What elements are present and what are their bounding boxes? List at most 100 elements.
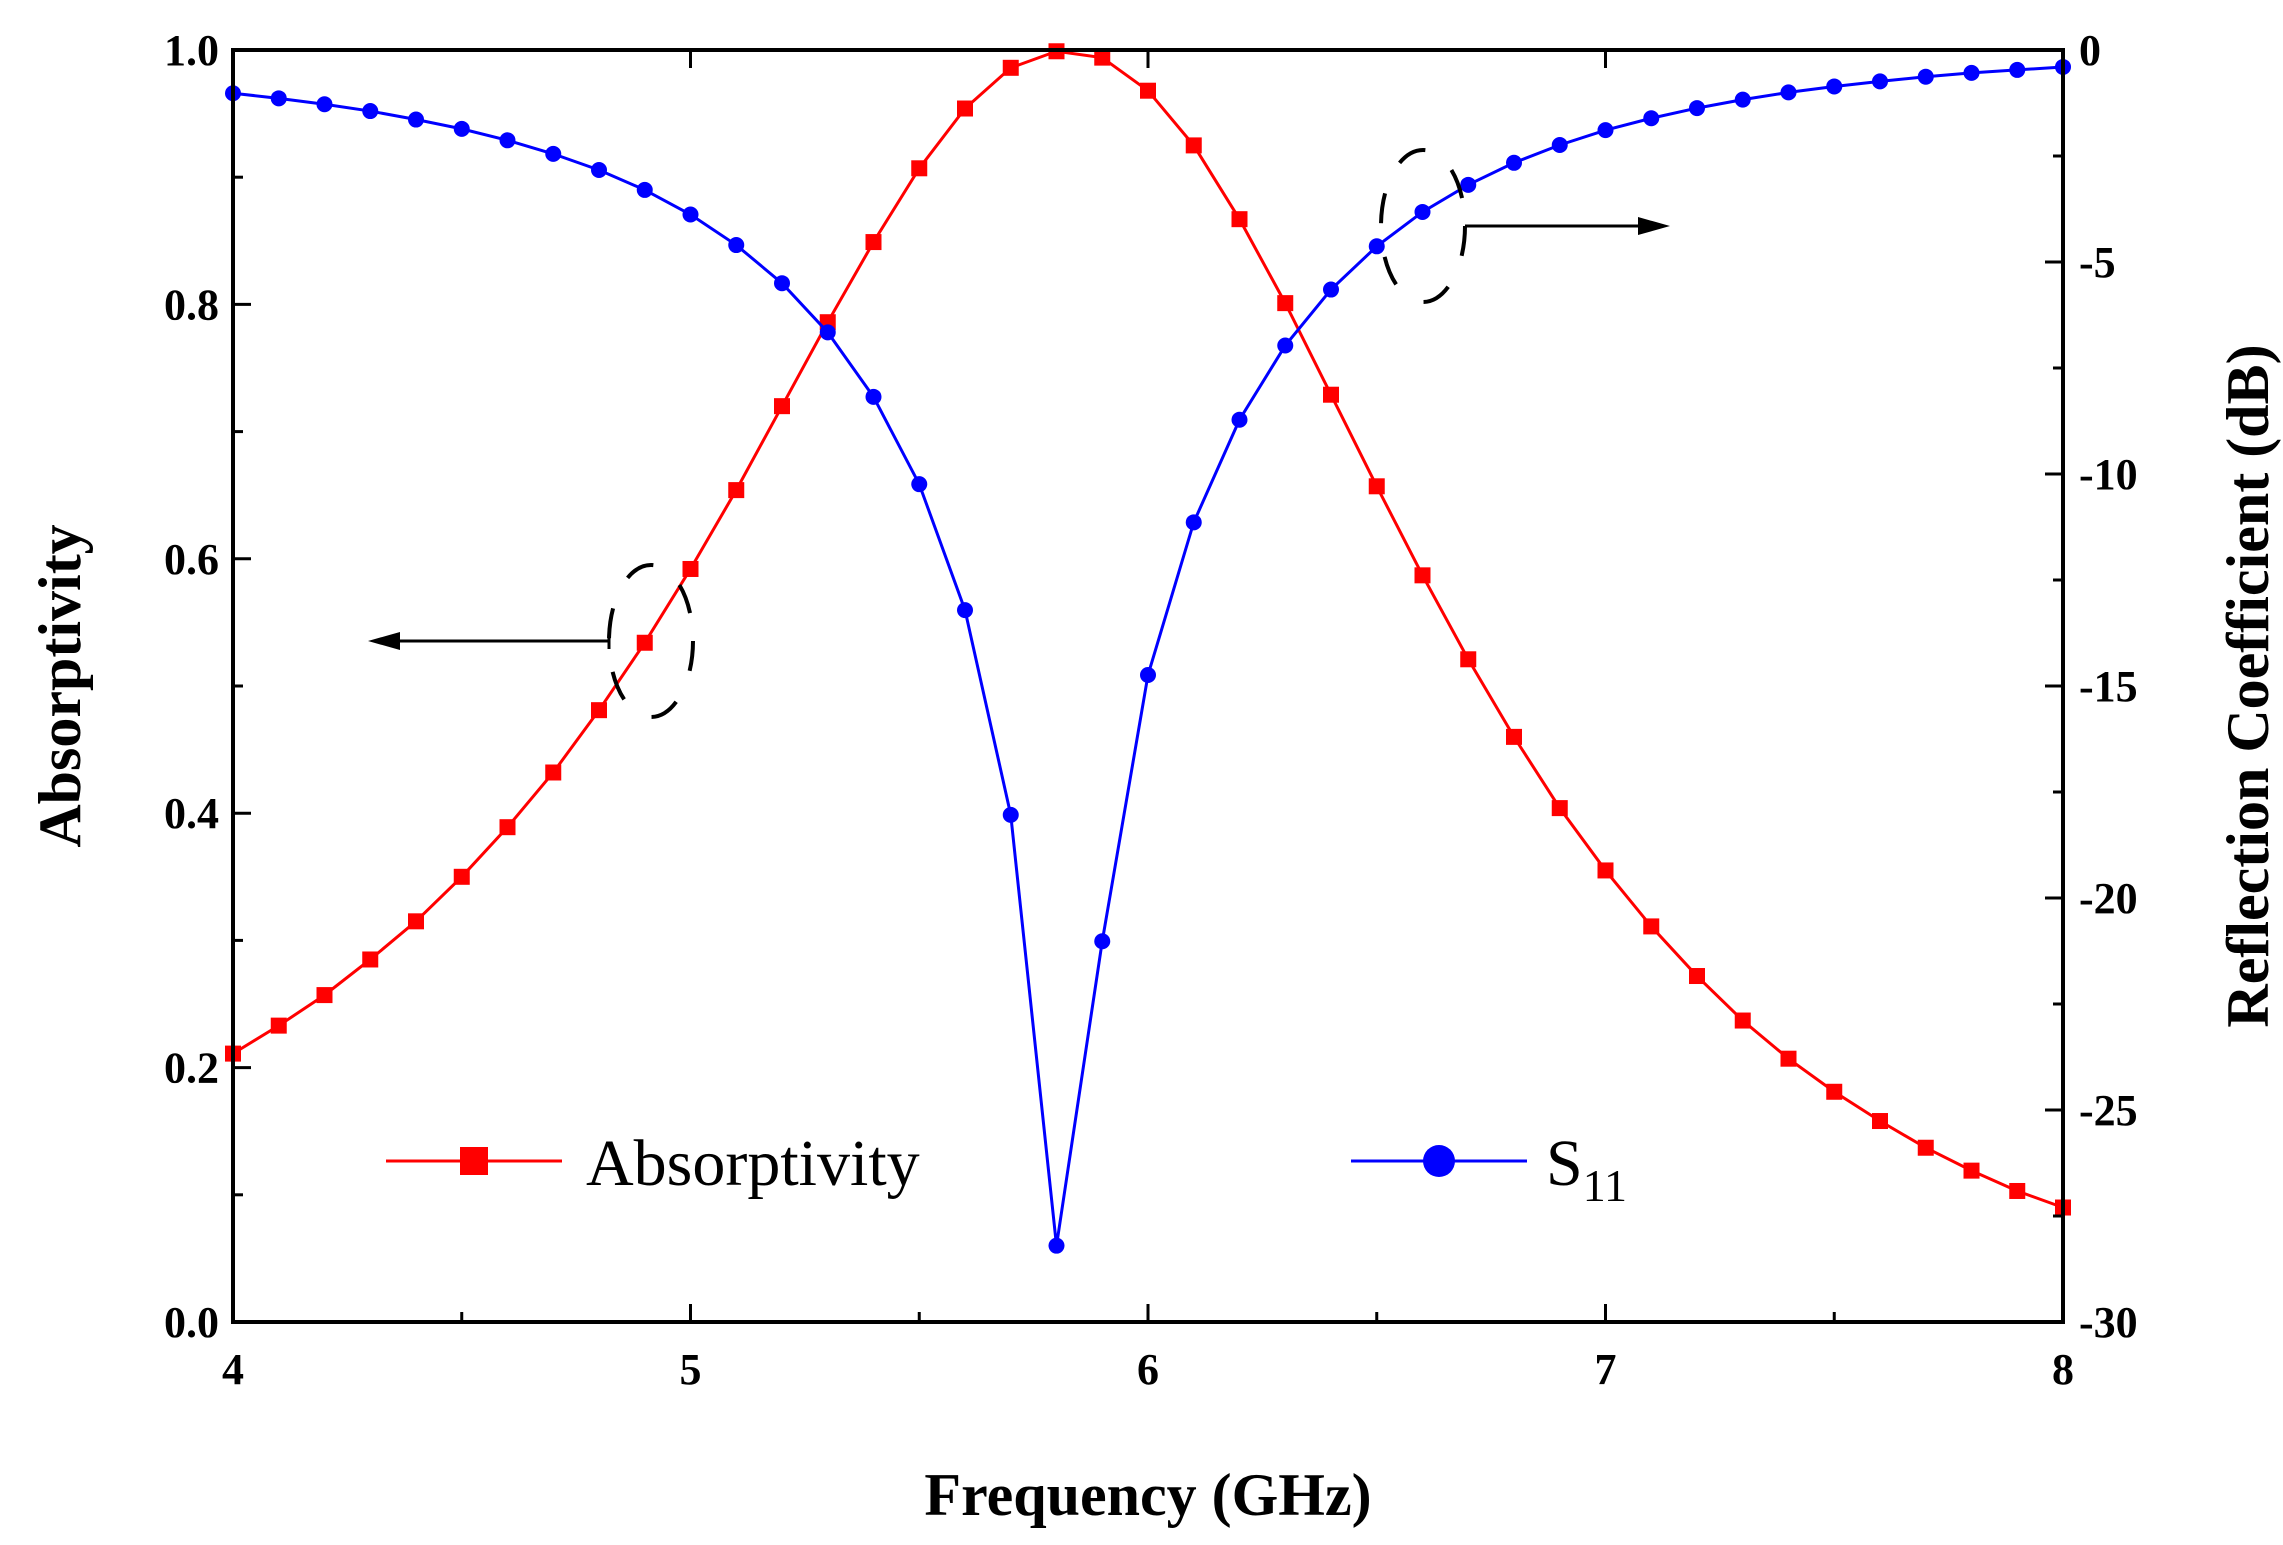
data-point-absorptivity bbox=[865, 234, 882, 251]
data-point-absorptivity bbox=[1185, 137, 1202, 154]
data-point-s11 bbox=[1689, 100, 1705, 117]
data-point-s11 bbox=[819, 324, 836, 341]
data-point-absorptivity bbox=[728, 482, 745, 499]
y-tick-label: 1.0 bbox=[164, 26, 219, 75]
data-point-absorptivity bbox=[1917, 1139, 1934, 1156]
x-tick-label: 8 bbox=[2052, 1345, 2074, 1394]
y2-axis-title: Reflection Coefficient (dB) bbox=[2215, 344, 2281, 1027]
data-point-absorptivity bbox=[1094, 49, 1111, 66]
y2-tick-label: 0 bbox=[2079, 26, 2101, 75]
y2-tick-label: -30 bbox=[2079, 1298, 2138, 1347]
data-point-absorptivity bbox=[1277, 295, 1294, 312]
data-point-s11 bbox=[682, 206, 699, 223]
data-point-s11 bbox=[774, 275, 790, 292]
data-point-s11 bbox=[1002, 806, 1019, 823]
data-point-absorptivity bbox=[453, 868, 470, 885]
legend-label-s11: S11 bbox=[1546, 1127, 1627, 1211]
data-point-absorptivity bbox=[1140, 82, 1156, 99]
right-axis-annotation bbox=[1379, 148, 1670, 304]
data-point-s11 bbox=[636, 181, 653, 198]
x-tick-label: 7 bbox=[1595, 1345, 1617, 1394]
data-point-s11 bbox=[1597, 122, 1614, 139]
data-point-absorptivity bbox=[2009, 1182, 2026, 1199]
legend-label-absorptivity: Absorptivity bbox=[586, 1127, 920, 1200]
y-axis-title: Absorptivity bbox=[27, 524, 93, 847]
data-point-absorptivity bbox=[1323, 386, 1339, 403]
data-point-absorptivity bbox=[957, 100, 973, 117]
data-point-absorptivity bbox=[591, 702, 607, 719]
data-point-s11 bbox=[1368, 238, 1385, 255]
data-point-absorptivity bbox=[1506, 728, 1522, 745]
x-tick-label: 4 bbox=[222, 1345, 244, 1394]
data-point-s11 bbox=[1185, 514, 1202, 531]
data-point-s11 bbox=[1277, 337, 1294, 354]
data-point-s11 bbox=[1414, 203, 1431, 220]
x-tick-label: 5 bbox=[680, 1345, 702, 1394]
data-point-s11 bbox=[545, 145, 562, 162]
data-point-absorptivity bbox=[545, 764, 562, 781]
data-point-s11 bbox=[1551, 136, 1568, 153]
data-point-absorptivity bbox=[636, 634, 653, 651]
data-point-s11 bbox=[362, 103, 379, 120]
legend: Absorptivity S11 bbox=[386, 1127, 1627, 1211]
legend-marker-square bbox=[460, 1147, 488, 1175]
data-point-s11 bbox=[453, 120, 470, 137]
y-tick-label: 0.8 bbox=[164, 280, 219, 329]
data-point-absorptivity bbox=[1643, 918, 1660, 935]
data-point-absorptivity bbox=[408, 913, 424, 930]
data-point-absorptivity bbox=[1872, 1113, 1888, 1130]
y2-tick-label: -10 bbox=[2079, 450, 2138, 499]
data-point-absorptivity bbox=[1734, 1012, 1751, 1029]
y-tick-label: 0.2 bbox=[164, 1044, 219, 1093]
data-point-absorptivity bbox=[1368, 478, 1385, 495]
series-line-absorptivity bbox=[232, 49, 2064, 1209]
data-point-absorptivity bbox=[911, 160, 928, 177]
data-point-s11 bbox=[408, 111, 424, 128]
series-line-s11 bbox=[232, 65, 2064, 1246]
data-point-s11 bbox=[1734, 91, 1751, 108]
plot-frame bbox=[231, 48, 2065, 1324]
data-point-s11 bbox=[499, 132, 516, 149]
y2-tick-label: -15 bbox=[2079, 662, 2138, 711]
y-tick-label: 0.4 bbox=[164, 789, 219, 838]
data-point-s11 bbox=[316, 96, 333, 113]
data-point-absorptivity bbox=[774, 398, 790, 415]
left-axis-annotation bbox=[368, 563, 695, 719]
data-point-absorptivity bbox=[1002, 59, 1019, 76]
y-tick-label: 0.6 bbox=[164, 535, 219, 584]
x-axis-title: Frequency (GHz) bbox=[924, 1462, 1371, 1528]
data-point-absorptivity bbox=[1231, 211, 1248, 228]
data-point-s11 bbox=[1643, 110, 1660, 127]
data-point-absorptivity bbox=[1597, 862, 1614, 879]
data-point-s11 bbox=[1963, 64, 1980, 81]
data-point-s11 bbox=[911, 476, 928, 493]
y2-tick-label: -20 bbox=[2079, 874, 2138, 923]
data-point-s11 bbox=[1323, 281, 1339, 298]
data-point-absorptivity bbox=[1551, 800, 1568, 817]
data-point-s11 bbox=[270, 90, 287, 107]
data-point-s11 bbox=[1872, 73, 1888, 90]
data-point-absorptivity bbox=[1414, 567, 1431, 584]
data-point-s11 bbox=[1460, 176, 1477, 193]
data-point-s11 bbox=[2009, 61, 2026, 78]
data-point-absorptivity bbox=[499, 819, 516, 836]
data-point-absorptivity bbox=[1689, 968, 1705, 985]
data-point-absorptivity bbox=[1460, 651, 1477, 668]
data-point-s11 bbox=[1140, 666, 1156, 683]
arrowhead-right-icon bbox=[1638, 217, 1670, 235]
data-point-absorptivity bbox=[270, 1017, 287, 1034]
dashed-ellipse-s11 bbox=[1379, 148, 1467, 304]
data-point-absorptivity bbox=[1826, 1083, 1843, 1100]
data-point-s11 bbox=[865, 388, 882, 405]
data-point-absorptivity bbox=[682, 560, 699, 577]
y2-tick-label: -25 bbox=[2079, 1086, 2138, 1135]
legend-marker-circle bbox=[1423, 1145, 1455, 1177]
y2-tick-label: -5 bbox=[2079, 238, 2116, 287]
dashed-ellipse-absorptivity bbox=[607, 563, 695, 719]
data-point-absorptivity bbox=[1963, 1162, 1980, 1179]
data-point-s11 bbox=[1780, 84, 1797, 101]
arrowhead-left-icon bbox=[368, 632, 400, 650]
data-point-absorptivity bbox=[362, 951, 379, 968]
data-point-s11 bbox=[728, 237, 745, 254]
